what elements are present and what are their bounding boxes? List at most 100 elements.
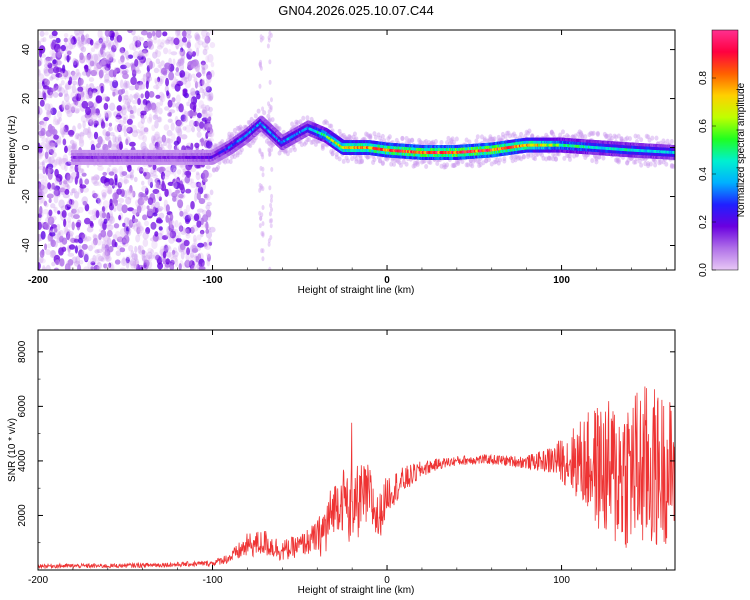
spectrogram-noise-cell [165, 214, 169, 223]
spectrogram-noise-cell [96, 62, 103, 70]
spectrogram-noise-cell [120, 94, 126, 101]
spectrogram-halo-cell [211, 167, 216, 173]
spectrogram-halo-cell [614, 157, 619, 163]
spectrogram-noise-cell [166, 143, 171, 149]
spectrogram-halo-cell [452, 163, 457, 169]
spectrogram-noise-cell [148, 61, 152, 70]
spectrogram-halo-cell [298, 119, 303, 125]
spectrogram-halo-cell [330, 150, 335, 156]
spectrogram-noise-cell [154, 131, 161, 141]
spectrogram-noise-cell [130, 250, 135, 258]
spectrogram-noise-cell [121, 171, 128, 176]
spectrogram-halo-cell [400, 135, 405, 141]
spectrogram-halo-cell [466, 162, 471, 168]
spectrogram-noise-cell [152, 36, 158, 44]
spectrogram-noise-cell [50, 215, 57, 221]
spectrogram-noise-cell [195, 255, 199, 263]
spectrogram-noise-cell [184, 80, 191, 89]
spectrogram-halo-cell [230, 154, 235, 160]
spectrogram-halo-cell [354, 136, 359, 142]
spectrogram-noise-cell [133, 264, 141, 270]
spectrogram-noise-cell [95, 40, 101, 46]
spectrogram-halo-cell [230, 131, 235, 137]
spectrogram-noise-cell [205, 209, 212, 218]
spectrogram-noise-cell [117, 58, 125, 65]
spectrogram-halo-cell [644, 133, 649, 139]
spectrogram-noise-cell [158, 61, 162, 68]
spectrogram-noise-cell [208, 116, 212, 122]
spectrogram-halo-cell [404, 161, 409, 167]
spectrogram-noise-cell [102, 251, 106, 260]
spectrogram-noise-cell [68, 76, 73, 85]
spectrogram-halo-cell [594, 156, 599, 162]
spectrogram-noise-cell [103, 110, 108, 119]
spectrogram-noise-cell [141, 48, 149, 54]
spectrogram-noise-cell [138, 50, 144, 58]
spectrogram-noise-cell [49, 125, 56, 135]
spectrogram-noise-cell [154, 30, 161, 37]
spectrogram-halo-cell [445, 140, 450, 146]
spectrogram-noise-cell [146, 205, 150, 210]
spectrogram-noise-cell [195, 172, 201, 181]
spectrogram-noise-cell [165, 204, 170, 213]
spectrogram-noise-cell [38, 233, 42, 243]
spectrogram-halo-cell [573, 133, 578, 139]
spectrogram-noise-cell [122, 72, 129, 80]
spectrogram-noise-cell [137, 221, 142, 231]
spectrogram-noise-cell [193, 238, 198, 246]
spectrogram-noise-cell [109, 80, 113, 87]
spectrogram-noise-cell [174, 219, 179, 228]
spectrogram-noise-cell [71, 256, 78, 264]
spectrogram-halo-cell [513, 154, 518, 160]
spectrogram-noise-cell [73, 98, 78, 105]
spectrogram-noise-cell [103, 102, 109, 111]
spectrogram-noise-cell [149, 60, 153, 70]
spectrogram-noise-cell [49, 145, 56, 155]
spectrogram-noise-cell [107, 126, 111, 134]
spectrogram-noise-cell [83, 266, 90, 270]
spectrogram-noise-cell [49, 76, 54, 81]
spectrogram-noise-cell [154, 119, 159, 129]
spectrogram-noise-cell [175, 94, 181, 104]
spectrogram-noise-cell [147, 247, 153, 253]
spectrogram-halo-cell [230, 133, 235, 139]
spectrogram-halo-cell [495, 157, 500, 163]
spectrogram-noise-cell [197, 181, 204, 188]
spectrogram-noise-cell [41, 160, 46, 168]
spectrogram-noise-cell [66, 204, 71, 210]
spectrogram-noise-cell [155, 222, 161, 228]
spectrogram-noise-cell [137, 225, 145, 234]
spectrogram-noise-cell [58, 247, 64, 256]
spectrogram-halo-cell [309, 140, 314, 146]
spectrogram-noise-cell [76, 93, 82, 102]
spectrogram-noise-cell [170, 164, 177, 173]
spectrogram-noise-cell [70, 106, 76, 114]
spectrogram-halo-cell [329, 149, 334, 155]
spectrogram-noise-cell [48, 209, 53, 217]
spectrogram-noise-cell [210, 69, 215, 78]
spectrogram-halo-cell [646, 161, 651, 167]
spectrogram-noise-cell [38, 221, 42, 231]
spectrogram-noise-cell [188, 120, 196, 127]
spectrogram-noise-cell [185, 204, 191, 213]
spectrogram-noise-cell [127, 190, 132, 196]
spectrogram-halo-cell [277, 150, 282, 156]
spectrogram-noise-cell [77, 166, 82, 172]
spectrogram-noise-cell [137, 55, 144, 60]
spectrogram-noise-cell [51, 30, 58, 37]
spectrogram-noise-cell [39, 206, 43, 215]
spectrogram-noise-cell [204, 45, 209, 51]
spectrogram-noise-cell [180, 76, 188, 85]
spectrogram-noise-cell [167, 143, 172, 150]
spectrogram-noise-cell [157, 76, 161, 83]
spectrogram-noise-cell [94, 193, 100, 201]
spectrogram-halo-cell [340, 133, 345, 139]
spectrogram-noise-cell [100, 189, 107, 197]
spectrogram-noise-cell [90, 106, 96, 115]
spectrogram-halo-cell [238, 124, 243, 130]
spectrogram-noise-cell [200, 104, 207, 109]
spectrogram-noise-cell [79, 184, 87, 189]
spectrogram-halo-cell [572, 134, 577, 140]
spectrogram-noise-cell [189, 252, 195, 258]
spectrogram-noise-cell [191, 224, 199, 232]
